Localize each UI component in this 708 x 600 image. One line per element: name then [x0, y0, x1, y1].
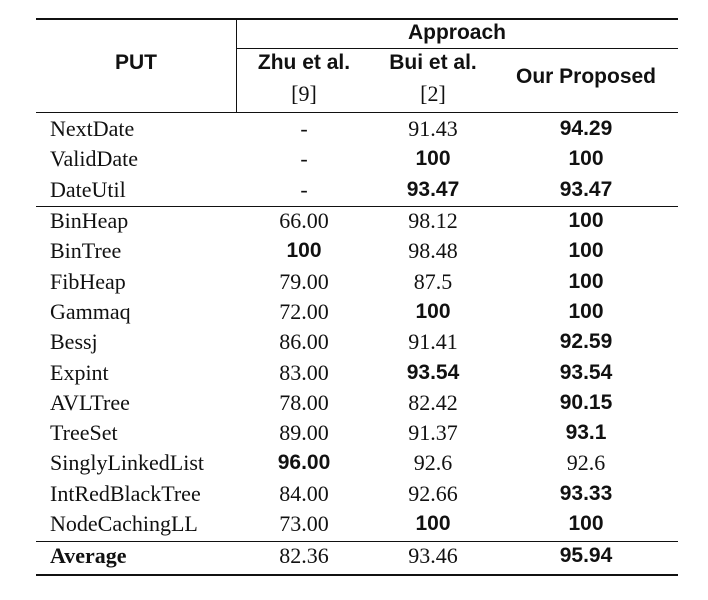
header-bottom-rule	[36, 112, 678, 113]
value-cell: 73.00	[279, 511, 329, 536]
value-cell: 95.94	[559, 544, 613, 567]
value-cell: -	[300, 146, 308, 172]
value-cell: 72.00	[279, 298, 329, 324]
put-name: IntRedBlackTree	[50, 480, 201, 506]
put-name: AVLTree	[50, 389, 130, 415]
group-divider-rule	[36, 206, 678, 207]
value-cell: 98.12	[408, 208, 458, 233]
approach-rule	[236, 48, 678, 49]
put-name: Expint	[50, 359, 109, 385]
value-cell: 93.1	[565, 421, 607, 445]
average-rule	[36, 541, 678, 542]
column-header-zhu: Zhu et al.	[257, 51, 351, 74]
value-cell: 92.59	[559, 330, 613, 354]
value-cell: 83.00	[279, 359, 329, 385]
bottom-rule	[36, 574, 678, 576]
value-cell: 78.00	[279, 389, 329, 415]
value-cell: 100	[415, 299, 451, 323]
column-header-bui: Bui et al.	[389, 51, 477, 74]
value-cell: 94.29	[559, 117, 613, 140]
value-cell: 93.47	[406, 177, 460, 201]
value-cell: 82.42	[408, 389, 458, 415]
value-cell: 100	[568, 299, 604, 323]
value-cell: 100	[415, 512, 451, 535]
value-cell: 89.00	[279, 420, 329, 446]
value-cell: 82.36	[279, 543, 329, 568]
value-cell: 100	[568, 209, 604, 232]
put-name: SinglyLinkedList	[50, 450, 204, 476]
value-cell: 93.54	[559, 360, 613, 384]
value-cell: 86.00	[279, 329, 329, 355]
value-cell: 93.33	[559, 481, 613, 505]
value-cell: 87.5	[413, 268, 453, 294]
put-name: TreeSet	[50, 420, 118, 446]
value-cell: 92.66	[408, 480, 458, 506]
put-name: ValidDate	[50, 146, 138, 172]
put-name: NodeCachingLL	[50, 511, 198, 536]
value-cell: 91.37	[408, 420, 458, 446]
value-cell: 100	[568, 147, 604, 171]
put-name: BinHeap	[50, 208, 129, 233]
top-rule	[36, 18, 678, 20]
value-cell: 84.00	[279, 480, 329, 506]
column-ref-zhu: [9]	[291, 81, 317, 106]
value-cell: 100	[568, 512, 604, 535]
put-name: DateUtil	[50, 176, 126, 202]
value-cell: 92.6	[566, 450, 606, 476]
column-ref-bui: [2]	[420, 81, 446, 106]
value-cell: -	[300, 176, 308, 202]
value-cell: 98.48	[408, 238, 458, 264]
value-cell: 93.47	[559, 177, 613, 201]
put-name: FibHeap	[50, 268, 126, 294]
value-cell: 66.00	[279, 208, 329, 233]
column-header-proposed: Our Proposed	[515, 65, 657, 88]
put-name: Gammaq	[50, 298, 131, 324]
value-cell: -	[300, 116, 308, 141]
value-cell: 91.43	[408, 116, 458, 141]
value-cell: 91.41	[408, 329, 458, 355]
value-cell: 100	[415, 147, 451, 171]
value-cell: 93.46	[408, 543, 458, 568]
put-name: BinTree	[50, 238, 122, 264]
average-label: Average	[50, 543, 127, 568]
value-cell: 100	[568, 269, 604, 293]
value-cell: 92.6	[413, 450, 453, 476]
value-cell: 96.00	[277, 451, 331, 475]
value-cell: 100	[286, 239, 322, 263]
value-cell: 79.00	[279, 268, 329, 294]
approach-header: Approach	[407, 21, 506, 44]
value-cell: 90.15	[559, 390, 613, 414]
put-name: Bessj	[50, 329, 98, 355]
put-name: NextDate	[50, 116, 135, 141]
put-header: PUT	[115, 51, 157, 74]
value-cell: 100	[568, 239, 604, 263]
column-divider	[236, 18, 237, 112]
value-cell: 93.54	[406, 360, 460, 384]
